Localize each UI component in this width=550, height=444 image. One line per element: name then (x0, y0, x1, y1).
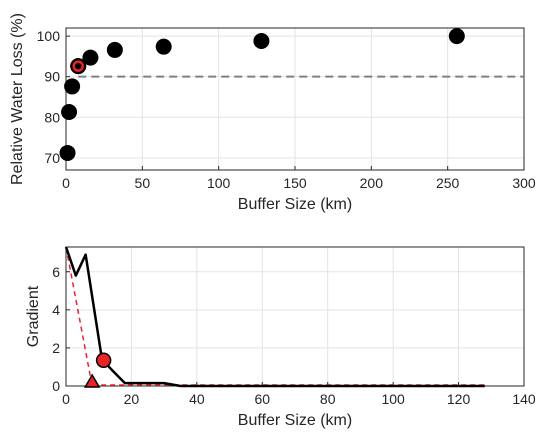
gradient-marker-triangle (83, 373, 101, 388)
x-tick-label: 300 (512, 175, 536, 191)
x-tick-label: 120 (447, 391, 471, 407)
x-tick-label: 0 (62, 391, 70, 407)
x-tick-label: 140 (512, 391, 536, 407)
gradient-marker-circle (95, 352, 112, 369)
gradient-plot: 0 20 40 60 80 100 120 140 0 2 4 6 Buffer Size (km) Gr… (25, 246, 536, 429)
x-axis-label: Buffer Size (km) (238, 196, 352, 213)
relative-water-loss-plot: 0 50 100 150 200 250 300 70 80 90 100 Buffer Size (… (9, 13, 536, 213)
x-tick-label: 20 (124, 391, 140, 407)
y-tick-label: 2 (52, 340, 60, 356)
data-point (106, 41, 123, 58)
y-axis-label: Gradient (25, 285, 42, 347)
y-tick-label: 80 (44, 109, 60, 125)
x-tick-label: 200 (360, 175, 384, 191)
data-point (59, 144, 76, 161)
x-tick-label: 150 (283, 175, 307, 191)
y-tick-label: 6 (52, 264, 60, 280)
x-tick-label: 250 (436, 175, 460, 191)
x-axis-label: Buffer Size (km) (238, 412, 352, 429)
tangent-line (65, 246, 93, 387)
gradient-line (64, 246, 485, 388)
data-point (64, 78, 81, 95)
x-tick-label: 40 (189, 391, 205, 407)
data-point (253, 32, 270, 49)
y-tick-label: 100 (37, 28, 61, 44)
x-tick-label: 100 (207, 175, 231, 191)
x-tick-label: 80 (320, 391, 336, 407)
y-tick-label: 4 (52, 302, 60, 318)
data-point (82, 49, 99, 66)
y-tick-label: 70 (44, 150, 60, 166)
x-tick-label: 0 (62, 175, 70, 191)
highlight-ring (72, 60, 84, 72)
y-tick-label: 90 (44, 69, 60, 85)
data-point (155, 38, 172, 55)
x-tick-label: 60 (254, 391, 270, 407)
x-tick-label: 100 (381, 391, 405, 407)
x-tick-label: 50 (135, 175, 151, 191)
y-axis-label: Relative Water Loss (%) (9, 13, 26, 185)
data-point (61, 103, 78, 120)
y-tick-label: 0 (52, 378, 60, 394)
data-point (448, 28, 465, 45)
plot-frame (65, 246, 525, 387)
